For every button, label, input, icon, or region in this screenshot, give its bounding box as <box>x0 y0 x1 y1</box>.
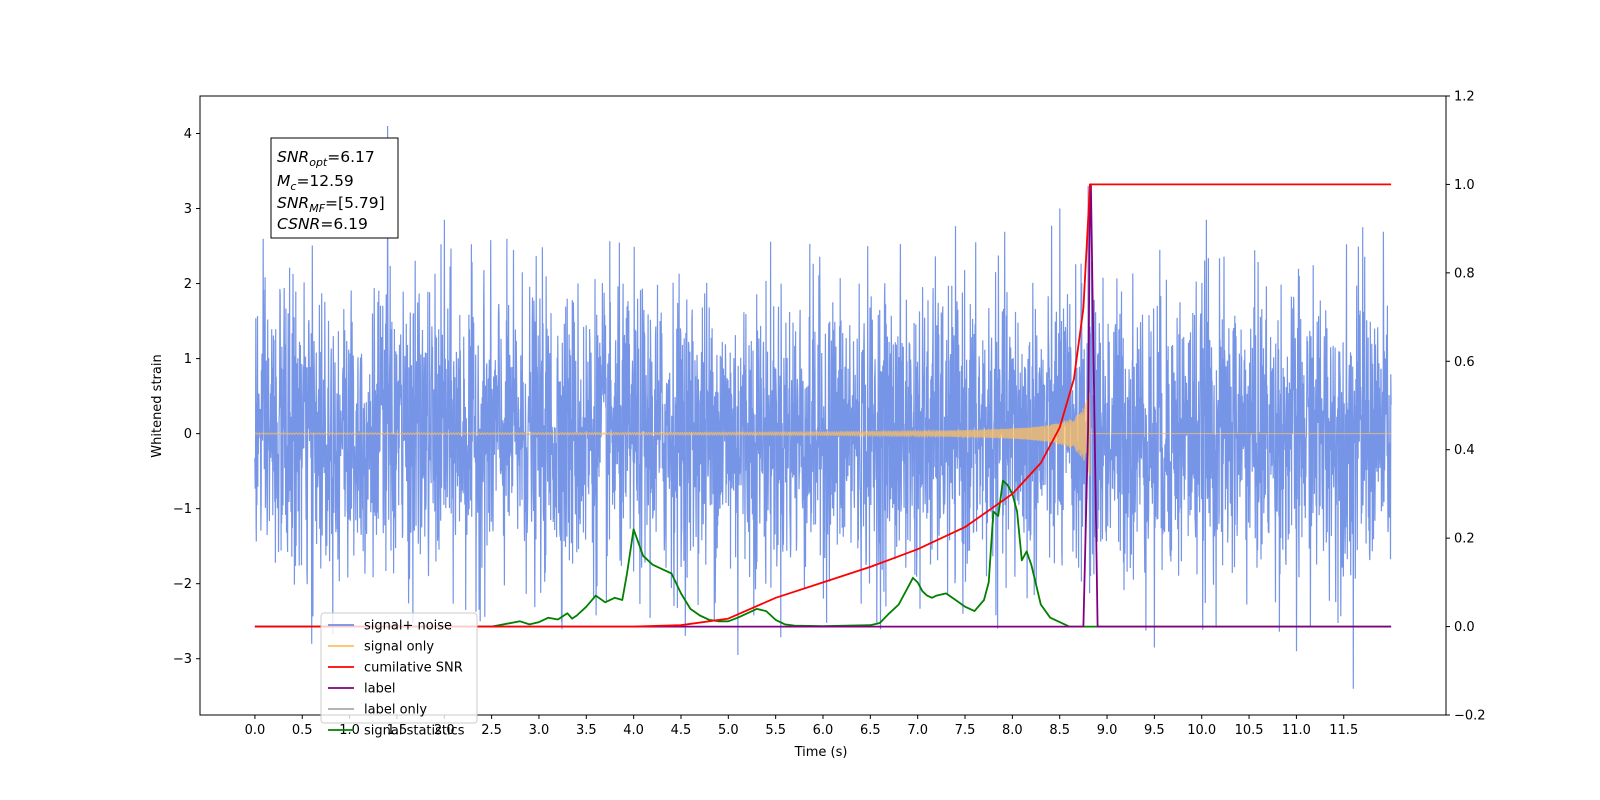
annotation-snr-mf: SNRMF=[5.79] <box>277 194 385 215</box>
x-tick-label: 3.5 <box>576 723 597 738</box>
y-left-tick-label: 0 <box>184 427 192 442</box>
legend-entry-label: signal statistics <box>364 724 465 739</box>
series-cumulative-snr <box>254 183 1392 628</box>
x-axis-ticks: 0.0 0.5 1.0 1.5 2.0 2.5 3.0 3.5 4.0 4.5 5.0 5.5 6.0 6… <box>245 715 1358 738</box>
x-tick-label: 4.0 <box>623 723 644 738</box>
y-left-tick-label: 1 <box>184 352 192 367</box>
legend-entry-label: label <box>364 682 395 697</box>
x-tick-label: 5.0 <box>718 723 739 738</box>
x-tick-label: 1.5 <box>387 723 408 738</box>
series-layer <box>254 125 1392 689</box>
y-left-tick-label: −3 <box>173 652 192 667</box>
series-signal-noise <box>254 125 1392 689</box>
y-right-tick-label: 0.6 <box>1454 355 1475 370</box>
legend: signal+ noise signal only cumilative SNR la… <box>320 612 478 739</box>
y-left-tick-label: 3 <box>184 202 192 217</box>
series-signal-only <box>254 392 1392 477</box>
x-tick-label: 9.0 <box>1097 723 1118 738</box>
y-left-tick-label: −2 <box>173 577 192 592</box>
y-right-tick-label: −0.2 <box>1454 709 1486 724</box>
annotation-csnr: CSNR=6.19 <box>277 215 368 233</box>
x-tick-label: 2.0 <box>434 723 455 738</box>
y-right-tick-label: 0.8 <box>1454 266 1475 281</box>
x-tick-label: 7.0 <box>907 723 928 738</box>
x-tick-label: 2.5 <box>481 723 502 738</box>
y-axis-label: Whitened strain <box>150 354 165 457</box>
x-tick-label: 10.0 <box>1187 723 1216 738</box>
annotation-mc: Mc=12.59 <box>277 172 354 193</box>
x-axis-label: Time (s) <box>794 745 848 760</box>
legend-entry-label: cumilative SNR <box>364 661 463 676</box>
x-tick-label: 0.0 <box>245 723 266 738</box>
y-axis-left-ticks: 4 3 2 1 0 −1 −2 −3 <box>173 127 200 667</box>
y-right-tick-label: 0.4 <box>1454 443 1475 458</box>
y-right-tick-label: 0.0 <box>1454 620 1475 635</box>
y-left-tick-label: 2 <box>184 277 192 292</box>
legend-entry-label: signal+ noise <box>364 619 452 634</box>
y-left-tick-label: −1 <box>173 502 192 517</box>
y-axis-right-ticks: 1.2 1.0 0.8 0.6 0.4 0.2 0.0 −0.2 <box>1446 90 1486 724</box>
x-tick-label: 10.5 <box>1235 723 1264 738</box>
x-tick-label: 5.5 <box>765 723 786 738</box>
legend-box <box>320 612 478 724</box>
legend-entry-label: signal only <box>364 640 434 655</box>
x-tick-label: 6.0 <box>813 723 834 738</box>
x-tick-label: 8.5 <box>1049 723 1070 738</box>
x-tick-label: 11.5 <box>1329 723 1358 738</box>
x-tick-label: 4.5 <box>671 723 692 738</box>
y-left-tick-label: 4 <box>184 127 192 142</box>
x-tick-label: 7.5 <box>955 723 976 738</box>
x-tick-label: 0.5 <box>292 723 313 738</box>
y-right-tick-label: 1.0 <box>1454 178 1475 193</box>
y-right-tick-label: 0.2 <box>1454 532 1475 547</box>
x-tick-label: 9.5 <box>1144 723 1165 738</box>
x-tick-label: 11.0 <box>1282 723 1311 738</box>
annotation-box: SNRopt=6.17 Mc=12.59 SNRMF=[5.79] CSNR=6… <box>270 137 399 239</box>
x-tick-label: 6.5 <box>860 723 881 738</box>
legend-entry-label: label only <box>364 703 427 718</box>
annotation-snr-opt: SNRopt=6.17 <box>277 148 375 169</box>
x-tick-label: 3.0 <box>529 723 550 738</box>
x-tick-label: 8.0 <box>1002 723 1023 738</box>
y-right-tick-label: 1.2 <box>1454 90 1475 105</box>
